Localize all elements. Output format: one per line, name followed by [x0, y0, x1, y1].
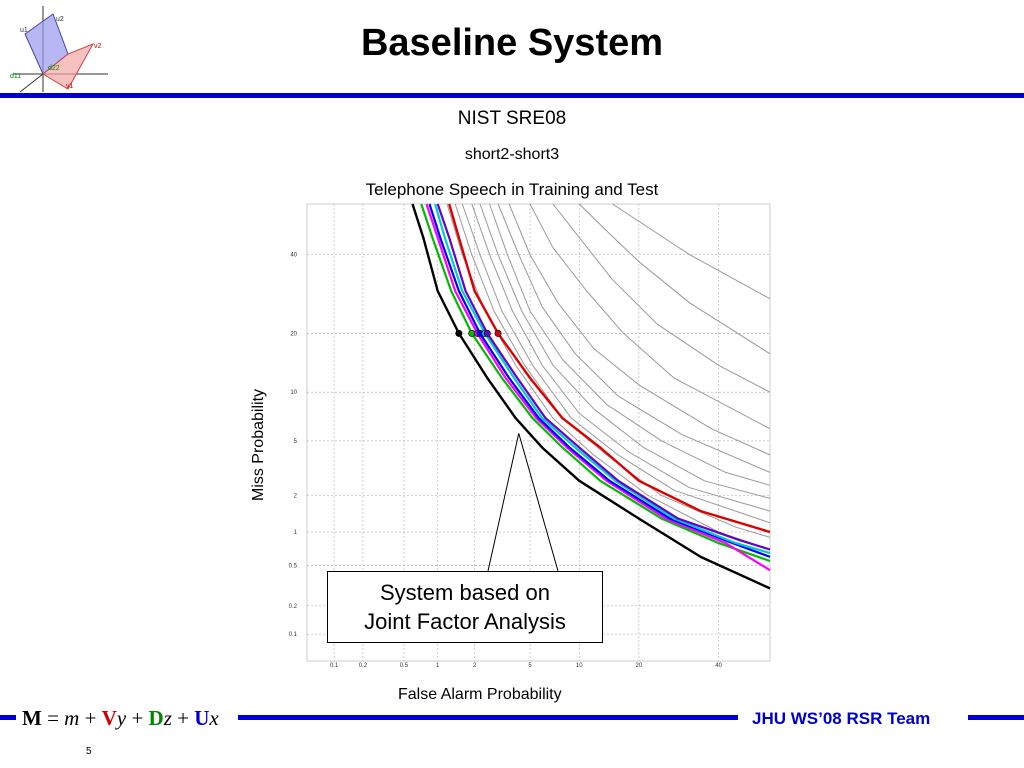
formula-term: x	[209, 706, 219, 730]
logo-diagram: u1 u2 v2 v1 d11 d22	[8, 4, 113, 99]
chart-title: NIST SRE08	[457, 108, 567, 129]
footer-bar-left	[0, 715, 16, 720]
formula-term: +	[126, 706, 149, 730]
x-tick-label: 40	[715, 663, 722, 668]
top-divider	[0, 93, 1024, 98]
footer-bar-middle	[238, 715, 738, 720]
logo-label-u2: u2	[56, 16, 64, 23]
formula-term: m	[64, 706, 80, 730]
formula-term: +	[79, 706, 102, 730]
det-curve	[552, 203, 771, 393]
y-tick-label: 0.2	[289, 604, 298, 610]
slide-title: Baseline System	[360, 22, 664, 64]
det-curve	[448, 203, 771, 534]
det-curve	[420, 203, 771, 563]
callout-box: System based on Joint Factor Analysis	[327, 571, 603, 643]
det-curve	[411, 203, 771, 590]
y-tick-label: 0.5	[289, 563, 298, 569]
y-tick-label: 2	[294, 494, 298, 500]
chart-subtitle: short2-short3	[464, 146, 560, 163]
det-curve	[436, 203, 771, 551]
y-tick-label: 20	[290, 331, 297, 337]
formula-term: z	[163, 706, 172, 730]
y-tick-label: 40	[290, 253, 297, 259]
x-axis-label: False Alarm Probability	[398, 686, 562, 703]
y-tick-label: 1	[294, 530, 298, 536]
formula-term: y	[116, 706, 127, 730]
y-tick-label: 0.1	[289, 632, 298, 638]
formula-term: =	[41, 706, 65, 730]
det-curve	[428, 203, 771, 558]
logo-label-d11: d11	[10, 73, 21, 80]
callout-pointer	[487, 433, 559, 572]
formula-term: D	[148, 706, 164, 730]
logo-label-d22: d22	[48, 65, 60, 72]
x-tick-label: 0.1	[330, 663, 339, 668]
operating-point-marker	[494, 329, 502, 337]
x-tick-label: 2	[473, 663, 477, 668]
x-tick-label: 1	[436, 663, 440, 668]
x-tick-label: 0.2	[359, 663, 368, 668]
footer-bar-right	[968, 715, 1024, 720]
det-curve	[461, 203, 771, 524]
det-curve	[497, 203, 771, 473]
logo-label-v2: v2	[94, 43, 102, 50]
jfa-formula: M = m + Vy + Dz + Ux	[22, 706, 219, 731]
det-curve	[578, 203, 771, 355]
logo-label-v1: v1	[66, 83, 74, 90]
y-tick-label: 10	[290, 390, 297, 396]
operating-point-marker	[483, 329, 491, 337]
det-curve	[425, 203, 771, 572]
det-curve	[471, 203, 771, 512]
x-tick-label: 5	[528, 663, 532, 668]
team-label: JHU WS’08 RSR Team	[752, 709, 931, 728]
det-curve	[508, 203, 771, 456]
formula-term: V	[101, 706, 117, 730]
det-curve	[489, 203, 771, 486]
det-curve	[529, 203, 771, 430]
det-curve	[479, 203, 771, 499]
operating-point-marker	[455, 329, 463, 337]
page-number: 5	[86, 746, 92, 757]
formula-term: +	[171, 706, 195, 730]
formula-term: U	[194, 706, 210, 730]
y-axis-label: Miss Probability	[250, 388, 267, 502]
det-curve	[612, 203, 771, 300]
x-tick-label: 10	[576, 663, 583, 668]
x-tick-label: 20	[636, 663, 643, 668]
callout-line-2: Joint Factor Analysis	[364, 609, 566, 634]
formula-term: M	[22, 706, 42, 730]
det-curve	[434, 203, 771, 555]
callout-line-1: System based on	[380, 580, 550, 605]
logo-label-u1: u1	[20, 27, 28, 34]
x-tick-label: 0.5	[400, 663, 409, 668]
chart-subtitle-2: Telephone Speech in Training and Test	[365, 180, 659, 199]
y-tick-label: 5	[294, 439, 298, 445]
